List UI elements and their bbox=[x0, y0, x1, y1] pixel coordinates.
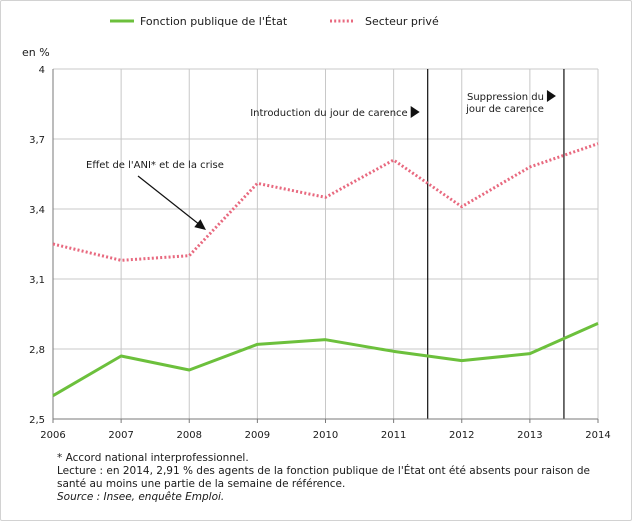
x-tick-label: 2010 bbox=[313, 430, 338, 441]
x-tick-label: 2014 bbox=[585, 430, 610, 441]
event-arrow-icon bbox=[546, 90, 556, 102]
lecture-note: Lecture : en 2014, 2,91 % des agents de … bbox=[57, 465, 590, 490]
event-arrow-icon bbox=[410, 106, 420, 118]
gridlines bbox=[53, 68, 599, 419]
chart-notes: * Accord national interprofessionnel. Le… bbox=[57, 452, 617, 504]
x-tick-label: 2013 bbox=[517, 430, 542, 441]
x-tick-label: 2008 bbox=[177, 430, 202, 441]
x-tick-label: 2006 bbox=[40, 430, 65, 441]
y-axis-label: en % bbox=[22, 46, 50, 59]
y-tick-label: 4 bbox=[39, 65, 45, 76]
source-note: Source : Insee, enquête Emploi. bbox=[57, 491, 225, 503]
annotation-arrow-icon bbox=[194, 219, 206, 230]
series-line-secteur-prive bbox=[52, 142, 599, 262]
y-tick-label: 3,4 bbox=[29, 205, 45, 216]
series-lines bbox=[52, 142, 599, 397]
x-tick-label: 2012 bbox=[449, 430, 474, 441]
footnote: * Accord national interprofessionnel. bbox=[57, 452, 249, 464]
y-tick-label: 3,1 bbox=[29, 275, 45, 286]
axes: 2,5 2,8 3,1 3,4 3,7 4 2006 2007 2008 2009 2010 2011… bbox=[22, 46, 611, 441]
series-line-fonction-publique bbox=[52, 321, 599, 397]
event-label: Introduction du jour de carence bbox=[250, 108, 407, 119]
legend-label: Fonction publique de l'État bbox=[140, 15, 288, 28]
x-tick-label: 2011 bbox=[381, 430, 406, 441]
legend: Fonction publique de l'État Secteur privé bbox=[110, 15, 439, 28]
x-tick-label: 2007 bbox=[108, 430, 133, 441]
y-tick-label: 2,8 bbox=[29, 345, 45, 356]
y-tick-label: 3,7 bbox=[29, 135, 45, 146]
x-tick-label: 2009 bbox=[245, 430, 270, 441]
annotation-text: Effet de l'ANI* et de la crise bbox=[86, 160, 224, 171]
event-label: Suppression du bbox=[467, 92, 544, 103]
event-label: jour de carence bbox=[465, 104, 544, 115]
y-tick-label: 2,5 bbox=[29, 415, 45, 426]
legend-label: Secteur privé bbox=[365, 15, 439, 28]
annotations: Introduction du jour de carence Suppressi… bbox=[86, 90, 556, 230]
event-lines bbox=[427, 69, 565, 419]
annotation-arrow-line bbox=[137, 175, 201, 226]
